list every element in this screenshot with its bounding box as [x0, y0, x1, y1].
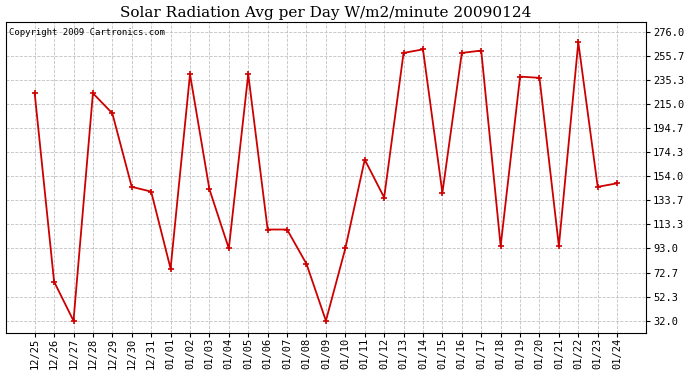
Text: Copyright 2009 Cartronics.com: Copyright 2009 Cartronics.com — [9, 28, 165, 38]
Title: Solar Radiation Avg per Day W/m2/minute 20090124: Solar Radiation Avg per Day W/m2/minute … — [120, 6, 531, 20]
